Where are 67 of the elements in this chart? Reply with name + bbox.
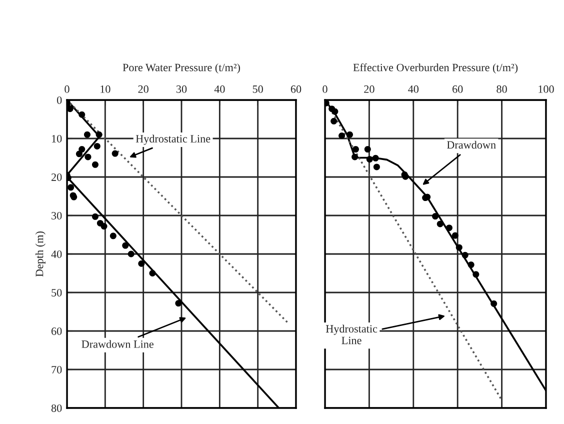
annotation: Drawdown [446, 140, 496, 149]
point [468, 262, 474, 268]
point [446, 224, 452, 232]
x-tick-label: 0 [322, 85, 328, 93]
point [338, 132, 346, 140]
x-tick-label: 80 [496, 85, 507, 93]
point [84, 131, 90, 138]
point [110, 232, 116, 240]
point [122, 242, 129, 249]
point [96, 131, 102, 138]
point [366, 156, 373, 163]
point [373, 164, 380, 170]
y-tick-label: 70 [52, 366, 62, 374]
x-tick-label: 30 [176, 85, 187, 93]
x-tick-label: 100 [538, 85, 554, 93]
x-tick-label: 60 [452, 85, 463, 93]
y-tick-label: 40 [51, 250, 62, 258]
point [332, 108, 338, 115]
x-tick-label: 60 [290, 85, 302, 93]
point [128, 250, 134, 258]
point [352, 154, 358, 160]
y-axis-title: Depth (m) [35, 232, 46, 277]
x-axis-title: Effective Overburden Pressure (t/m²) [353, 63, 518, 74]
y-tick-label: 10 [52, 134, 62, 142]
point [92, 213, 98, 220]
point [149, 270, 156, 277]
point [364, 146, 371, 153]
point [490, 300, 498, 307]
point [138, 260, 145, 267]
x-tick-label: 0 [64, 85, 70, 93]
y-tick-label: 0 [57, 96, 62, 104]
annotation: Hydrostatic Line [326, 324, 378, 344]
point [68, 184, 74, 191]
point [76, 150, 82, 158]
point [100, 223, 108, 230]
y-tick-label: 80 [51, 404, 62, 412]
point [352, 146, 359, 153]
point [432, 213, 439, 220]
point [436, 220, 444, 228]
x-axis-title: Pore Water Pressure (t/m²) [122, 63, 240, 74]
point [78, 146, 86, 153]
point [452, 232, 458, 239]
point [372, 154, 379, 162]
point [112, 150, 118, 157]
point [456, 244, 462, 251]
x-tick-label: 40 [214, 85, 225, 93]
y-tick-label: 30 [52, 212, 62, 220]
point [92, 161, 98, 168]
y-tick-label: 60 [52, 327, 62, 335]
y-tick-label: 20 [52, 173, 62, 181]
point [462, 252, 468, 258]
point [175, 300, 182, 307]
x-tick-label: 20 [138, 85, 148, 93]
point [84, 154, 92, 160]
annotation: Drawdown Line [82, 340, 154, 348]
x-tick-label: 10 [100, 85, 110, 93]
point [330, 118, 338, 124]
point [67, 106, 74, 112]
point [346, 131, 354, 138]
annotation: Hydrostatic Line [136, 134, 210, 145]
y-tick-label: 50 [52, 288, 62, 296]
point [94, 142, 100, 150]
x-tick-label: 50 [252, 85, 263, 93]
x-tick-label: 20 [364, 85, 374, 93]
point [472, 271, 480, 278]
point [78, 111, 86, 118]
x-tick-label: 40 [408, 85, 419, 93]
